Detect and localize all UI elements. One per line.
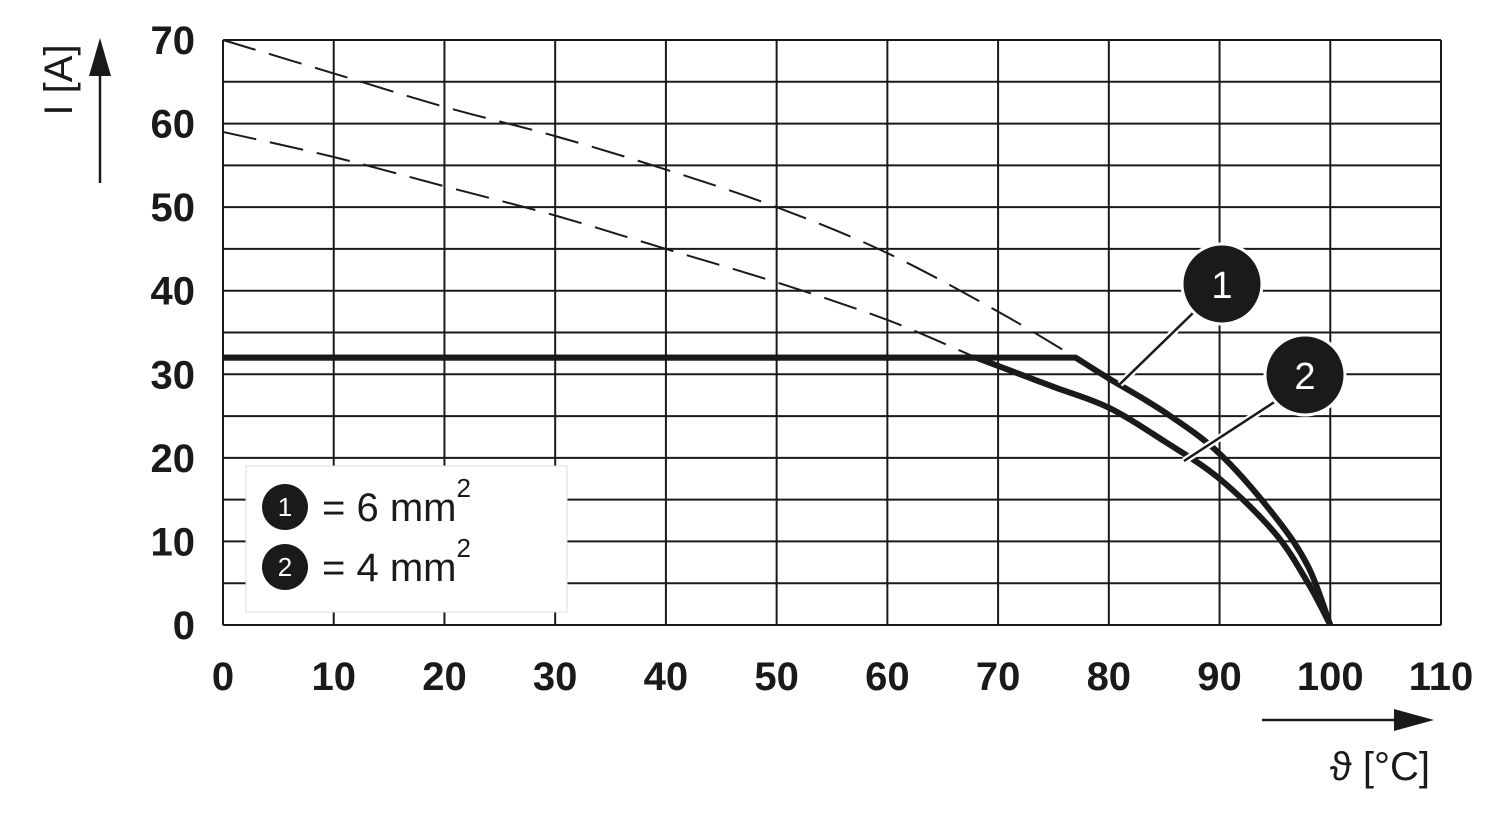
callout-2-circle [1263, 333, 1347, 417]
legend-entry-2: 2 = 4 mm2 [262, 533, 471, 590]
callout-1: 1 [1117, 242, 1264, 387]
x-tick-label: 80 [1087, 655, 1132, 699]
extrapolated-curve-1 [222, 39, 1077, 359]
x-tick-label: 90 [1197, 655, 1242, 699]
legend-text-2: = 4 mm2 [322, 533, 471, 590]
x-axis-title: ϑ [°C] [1330, 745, 1430, 789]
y-tick-label: 40 [151, 270, 196, 314]
callout-2-label: 2 [1294, 356, 1315, 398]
callout-1-leader-core [1119, 312, 1194, 385]
y-tick-label: 50 [151, 186, 196, 230]
y-tick-label: 70 [151, 19, 196, 63]
x-tick-label: 20 [422, 655, 467, 699]
y-axis-arrow-head [89, 38, 111, 76]
legend-marker-1-label: 1 [278, 492, 292, 522]
tick-labels: 0 10 20 30 40 50 60 70 80 90 100 110 0 10 20 30 40 50 60 70 [151, 19, 1474, 699]
legend-entry-1: 1 = 6 mm2 [262, 473, 471, 530]
legend-marker-2-label: 2 [278, 552, 292, 582]
y-tick-label: 30 [151, 353, 196, 397]
x-tick-label: 60 [865, 655, 910, 699]
callout-1-label: 1 [1211, 265, 1232, 307]
legend-text-2-sup: 2 [456, 533, 470, 563]
y-tick-label: 0 [173, 604, 195, 648]
series-curve-2 [223, 354, 1333, 627]
extrapolated-curve-2 [222, 130, 977, 359]
legend: 1 = 6 mm2 2 = 4 mm2 [245, 465, 568, 613]
x-tick-label: 70 [976, 655, 1021, 699]
x-tick-label: 50 [754, 655, 799, 699]
legend-text-1-main: = 6 mm [322, 486, 456, 530]
legend-text-2-main: = 4 mm [322, 546, 456, 590]
series-curves [223, 354, 1334, 627]
x-tick-label: 40 [644, 655, 689, 699]
x-tick-label: 30 [533, 655, 578, 699]
y-tick-label: 10 [151, 520, 196, 564]
legend-marker-1 [262, 484, 308, 530]
legend-text-1-sup: 2 [456, 473, 470, 503]
x-tick-label: 0 [212, 655, 234, 699]
legend-text-1: = 6 mm2 [322, 473, 471, 530]
callout-1-circle [1180, 242, 1264, 326]
callout-2-leader-core [1183, 399, 1277, 463]
x-axis-arrow-head [1394, 709, 1434, 731]
x-tick-label: 10 [311, 655, 356, 699]
y-axis-title-group: I [A] [37, 38, 111, 183]
callout-2: 2 [1182, 333, 1347, 464]
x-axis-title-group: ϑ [°C] [1262, 709, 1434, 789]
series-curve-1 [223, 354, 1334, 627]
legend-marker-2 [262, 544, 308, 590]
y-tick-label: 60 [151, 103, 196, 147]
extrapolated-curves [222, 39, 1077, 359]
x-tick-label: 100 [1297, 655, 1364, 699]
x-tick-label: 110 [1409, 655, 1474, 699]
y-axis-title: I [A] [37, 44, 81, 115]
y-tick-label: 20 [151, 437, 196, 481]
